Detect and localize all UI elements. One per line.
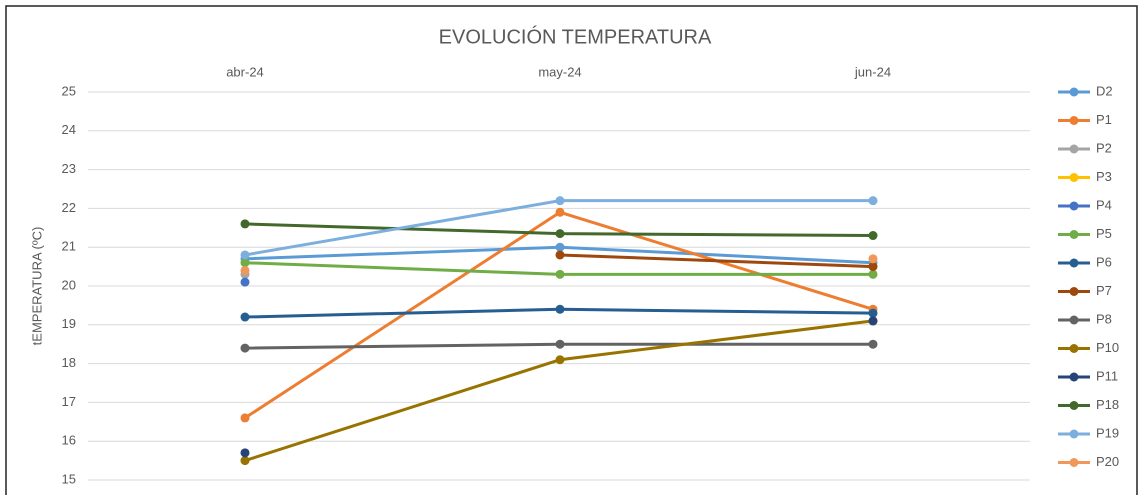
series-line bbox=[559, 253, 874, 269]
x-tick-label: may-24 bbox=[538, 64, 581, 79]
y-tick-label: 25 bbox=[62, 83, 76, 98]
legend-label: P7 bbox=[1096, 283, 1112, 298]
y-axis-label: tEMPERATURA (ºC) bbox=[29, 227, 44, 346]
legend-marker bbox=[1069, 116, 1079, 125]
legend-label: P5 bbox=[1096, 226, 1112, 241]
data-point bbox=[240, 265, 250, 275]
legend-label: D2 bbox=[1096, 83, 1113, 98]
legend-label: P1 bbox=[1096, 112, 1112, 127]
x-tick-label: abr-24 bbox=[226, 64, 264, 79]
chart-border bbox=[5, 5, 1138, 495]
data-point bbox=[555, 339, 565, 349]
legend-label: P3 bbox=[1096, 169, 1112, 184]
legend-marker bbox=[1069, 429, 1079, 439]
data-point bbox=[555, 250, 565, 260]
legend-label: P19 bbox=[1096, 425, 1119, 440]
x-tick-label: jun-24 bbox=[854, 64, 891, 79]
legend-label: P18 bbox=[1096, 397, 1119, 412]
data-point bbox=[868, 231, 878, 241]
legend-marker bbox=[1069, 201, 1079, 211]
legend-label: P2 bbox=[1096, 140, 1112, 155]
legend-label: P4 bbox=[1096, 197, 1112, 212]
y-tick-label: 17 bbox=[62, 394, 76, 409]
data-point bbox=[868, 269, 878, 279]
data-point bbox=[240, 343, 250, 353]
data-point bbox=[240, 277, 250, 287]
data-point bbox=[240, 456, 250, 466]
y-tick-label: 20 bbox=[62, 277, 76, 292]
legend-marker bbox=[1069, 287, 1079, 296]
y-tick-label: 15 bbox=[62, 471, 76, 486]
chart-title: EVOLUCIÓN TEMPERATURA bbox=[439, 25, 712, 48]
legend-marker bbox=[1069, 258, 1079, 268]
y-tick-label: 18 bbox=[62, 355, 76, 370]
legend-label: P8 bbox=[1096, 311, 1112, 326]
data-point bbox=[240, 448, 250, 458]
legend-marker bbox=[1069, 372, 1079, 382]
data-point bbox=[240, 219, 250, 229]
data-point bbox=[555, 242, 565, 252]
data-point bbox=[240, 413, 250, 423]
data-point bbox=[868, 196, 878, 206]
data-point bbox=[240, 312, 250, 322]
data-point bbox=[555, 304, 565, 314]
y-tick-label: 22 bbox=[62, 200, 76, 215]
legend-label: P10 bbox=[1096, 340, 1119, 355]
y-tick-label: 23 bbox=[62, 161, 76, 176]
y-tick-label: 19 bbox=[62, 316, 76, 331]
y-tick-label: 24 bbox=[62, 122, 76, 137]
y-tick-label: 21 bbox=[62, 239, 76, 254]
y-tick-label: 16 bbox=[62, 433, 76, 448]
data-point bbox=[240, 250, 250, 260]
legend-marker bbox=[1069, 173, 1079, 182]
data-point bbox=[868, 316, 878, 326]
legend-marker bbox=[1069, 87, 1079, 97]
legend-label: P6 bbox=[1096, 254, 1112, 269]
legend-marker bbox=[1069, 315, 1079, 325]
legend-marker bbox=[1069, 230, 1079, 239]
data-point bbox=[555, 229, 565, 239]
legend-label: P20 bbox=[1096, 454, 1119, 469]
data-point bbox=[868, 339, 878, 349]
data-point bbox=[868, 308, 878, 318]
legend-marker bbox=[1069, 401, 1079, 410]
legend-marker bbox=[1069, 344, 1079, 353]
legend-label: P11 bbox=[1096, 368, 1118, 383]
legend-marker bbox=[1069, 144, 1079, 154]
data-point bbox=[555, 269, 565, 279]
data-point bbox=[555, 207, 565, 217]
data-point bbox=[555, 355, 565, 365]
data-point bbox=[868, 262, 878, 272]
data-point bbox=[868, 254, 878, 264]
data-point bbox=[555, 196, 565, 206]
legend-marker bbox=[1069, 458, 1079, 467]
data-point bbox=[240, 258, 250, 268]
